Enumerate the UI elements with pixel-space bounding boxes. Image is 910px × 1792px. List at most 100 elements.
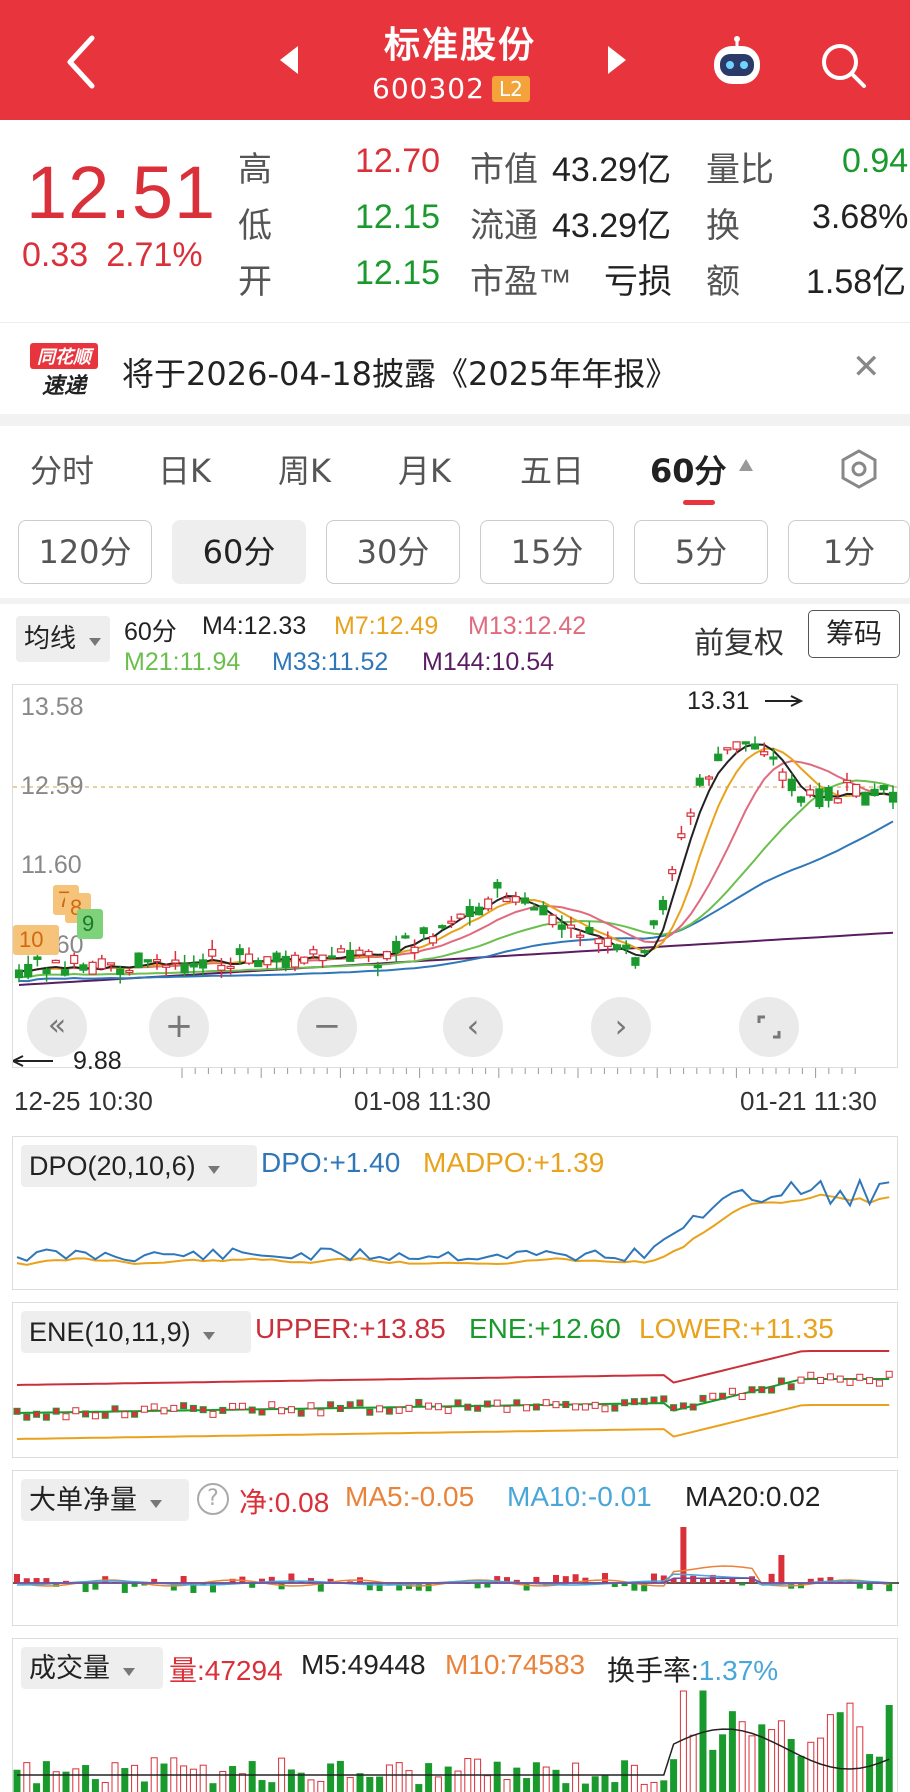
volume-value: 量:47294 — [169, 1655, 283, 1686]
change-percent: 2.71% — [106, 236, 203, 274]
settings-icon[interactable] — [838, 448, 880, 490]
net-bar — [298, 1581, 305, 1583]
candle-body — [493, 881, 502, 889]
tab-weekly-k[interactable]: 周K — [278, 452, 331, 490]
kline-panel[interactable]: 13.58 12.59 11.60 10.60 13.31 9.88 7 8 9… — [10, 684, 899, 1075]
candle-body — [861, 791, 870, 806]
volume-bar — [826, 1714, 834, 1792]
net-bar — [229, 1578, 236, 1583]
ene-candle — [415, 1398, 423, 1406]
volume-selector[interactable]: 成交量 — [21, 1647, 163, 1689]
net-bar — [621, 1583, 628, 1587]
net-bar — [690, 1575, 697, 1583]
ene-candle — [777, 1377, 785, 1385]
ene-candle — [621, 1399, 629, 1407]
tab-60min[interactable]: 60分 — [650, 452, 727, 490]
volume-bar — [679, 1690, 687, 1792]
big-order-panel[interactable]: 大单净量 ? 净:0.08 MA5:-0.05 MA10:-0.01 MA20:… — [12, 1470, 899, 1626]
ene-candle — [42, 1413, 50, 1421]
candle-body — [382, 951, 392, 960]
volume-bar — [846, 1702, 854, 1792]
ene-candle — [131, 1410, 139, 1418]
volume-m5: M5:49448 — [301, 1649, 426, 1680]
candle-body — [33, 956, 42, 960]
net-bar — [572, 1574, 579, 1583]
zoom-in-icon[interactable]: + — [149, 997, 209, 1057]
tab-intraday[interactable]: 分时 — [30, 452, 95, 490]
dpo-panel[interactable]: DPO(20,10,6) DPO:+1.40 MADPO:+1.39 — [12, 1136, 898, 1290]
fullscreen-icon[interactable] — [739, 997, 799, 1057]
volume-bar — [327, 1763, 335, 1792]
dpo-selector[interactable]: DPO(20,10,6) — [21, 1145, 257, 1187]
ma-selector[interactable]: 均线 — [16, 616, 110, 662]
value-pe: 亏损 — [604, 263, 672, 301]
candle-body — [741, 741, 750, 745]
net-bar — [415, 1583, 422, 1591]
next-stock-icon[interactable] — [608, 46, 626, 74]
dpo-chart — [16, 1177, 890, 1266]
x-label-start: 12-25 10:30 — [14, 1086, 153, 1116]
y-tick-11-60: 11.60 — [21, 851, 82, 879]
ene-panel[interactable]: ENE(10,11,9) UPPER:+13.85 ENE:+12.60 LOW… — [12, 1302, 898, 1458]
chip-distribution-button[interactable]: 筹码 — [808, 610, 900, 658]
pill-120min[interactable]: 120分 — [18, 520, 152, 584]
dropdown-icon — [149, 1500, 162, 1508]
scroll-left-icon[interactable]: ‹ — [443, 997, 503, 1057]
ene-candle — [327, 1401, 335, 1409]
ene-candle — [376, 1405, 384, 1413]
ene-candle — [307, 1402, 315, 1410]
caret-up-icon[interactable] — [738, 458, 754, 472]
candle-body — [815, 788, 824, 808]
pill-60min[interactable]: 60分 — [172, 520, 306, 584]
big-order-selector[interactable]: 大单净量 — [21, 1479, 189, 1521]
net-bar — [866, 1583, 873, 1591]
candle-body — [290, 954, 300, 968]
current-price: 12.51 — [26, 151, 217, 234]
scroll-start-icon[interactable]: « — [27, 997, 87, 1057]
volume-bar — [523, 1778, 531, 1792]
tab-five-day[interactable]: 五日 — [520, 452, 585, 490]
net-bar — [611, 1583, 618, 1588]
volume-bar — [562, 1783, 570, 1792]
ene-candle — [150, 1403, 158, 1411]
ene-candle — [846, 1378, 854, 1386]
pill-30min[interactable]: 30分 — [326, 520, 460, 584]
announcement-bar[interactable]: 同花顺 速递 将于2026-04-18披露《2025年年报》 ✕ — [0, 322, 910, 414]
ene-selector[interactable]: ENE(10,11,9) — [21, 1311, 251, 1353]
volume-ma5-line — [17, 1728, 890, 1776]
candle-body — [548, 914, 557, 926]
help-icon[interactable]: ? — [197, 1483, 229, 1515]
net-bar — [827, 1577, 834, 1583]
pill-1min[interactable]: 1分 — [788, 520, 910, 584]
net-bar — [23, 1578, 30, 1583]
candle-body — [14, 969, 24, 979]
back-icon[interactable] — [58, 32, 102, 92]
volume-bar — [709, 1749, 717, 1792]
price-change: 0.33 2.71% — [22, 236, 203, 275]
tab-daily-k[interactable]: 日K — [158, 452, 211, 490]
dropdown-icon — [89, 638, 102, 646]
volume-bar — [542, 1766, 550, 1792]
ene-candle — [630, 1398, 638, 1406]
badge-9 — [77, 909, 103, 939]
ene-candle — [395, 1406, 403, 1414]
scroll-right-icon[interactable]: › — [591, 997, 651, 1057]
net-bar — [817, 1577, 824, 1583]
search-icon[interactable] — [818, 40, 868, 90]
pill-15min[interactable]: 15分 — [480, 520, 614, 584]
volume-panel[interactable]: 成交量 量:47294 M5:49448 M10:74583 换手率:1.37% — [12, 1638, 898, 1792]
zoom-out-icon[interactable]: − — [297, 997, 357, 1057]
value-turnover: 3.68% — [812, 198, 909, 236]
robot-assistant-icon[interactable] — [708, 36, 766, 88]
net-bar — [121, 1583, 128, 1593]
close-icon[interactable]: ✕ — [852, 347, 881, 387]
volume-bar — [719, 1734, 727, 1792]
big-order-ma10: MA10:-0.01 — [507, 1481, 652, 1512]
volume-bar — [552, 1769, 560, 1792]
tab-monthly-k[interactable]: 月K — [398, 452, 451, 490]
prev-stock-icon[interactable] — [280, 46, 298, 74]
pill-5min[interactable]: 5分 — [634, 520, 768, 584]
ths-express-logo: 同花顺 速递 — [30, 343, 98, 398]
adjust-mode[interactable]: 前复权 — [694, 626, 784, 661]
ene-candle — [189, 1404, 197, 1412]
